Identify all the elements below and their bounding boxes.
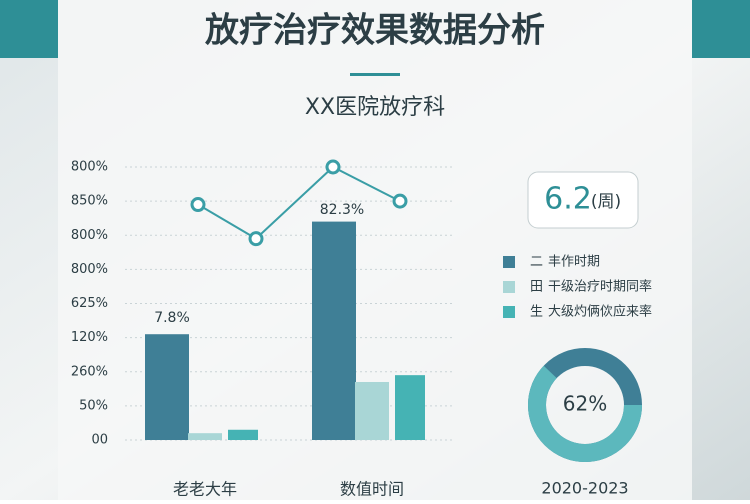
bar (312, 221, 356, 440)
x-tick-label: 老老大年 (173, 480, 237, 499)
legend-label: 丰作时期 (548, 255, 600, 270)
y-tick-label: 00 (91, 433, 108, 448)
subtitle: XX医院放疗科 (305, 95, 445, 120)
corner-accent (0, 0, 58, 58)
legend-marker-label: 田 (530, 280, 543, 295)
y-tick-label: 120% (71, 330, 108, 345)
bar (395, 375, 425, 440)
line-point (325, 159, 341, 175)
bar (188, 433, 222, 440)
bar (228, 429, 258, 440)
legend-label: 大级灼俩佽应来率 (548, 304, 652, 320)
title: 放疗治疗效果数据分析 (205, 11, 545, 51)
bar (145, 334, 189, 440)
legend-swatch (503, 281, 515, 293)
corner-accent (692, 0, 750, 58)
line-point (190, 197, 206, 213)
y-tick-label: 625% (71, 296, 108, 311)
legend-marker-label: 二 (530, 255, 543, 270)
line-point (392, 193, 408, 209)
annotation: 82.3% (320, 202, 364, 218)
donut-title: 2020-2023 (541, 479, 628, 498)
annotation: 7.8% (154, 310, 190, 326)
legend-swatch (503, 256, 515, 268)
kpi-value: 6.2 (544, 182, 592, 217)
x-tick-label: 数值时间 (340, 480, 404, 499)
legend-marker-label: 生 (530, 305, 543, 320)
legend-swatch (503, 306, 515, 318)
y-tick-label: 850% (71, 194, 108, 209)
line (197, 165, 401, 240)
y-tick-label: 50% (79, 398, 108, 413)
legend-label: 干级治疗时期同率 (548, 279, 652, 295)
kpi-box (527, 171, 639, 229)
kpi-unit: (周) (591, 192, 621, 212)
y-tick-label: 260% (71, 364, 108, 379)
y-tick-label: 800% (71, 262, 108, 277)
line-point (248, 231, 264, 247)
title-underline (350, 73, 400, 76)
y-tick-label: 800% (71, 228, 108, 243)
bar (355, 381, 389, 440)
donut-arc (528, 348, 642, 462)
donut-label: 62% (563, 392, 607, 416)
y-tick-label: 800% (71, 160, 108, 175)
